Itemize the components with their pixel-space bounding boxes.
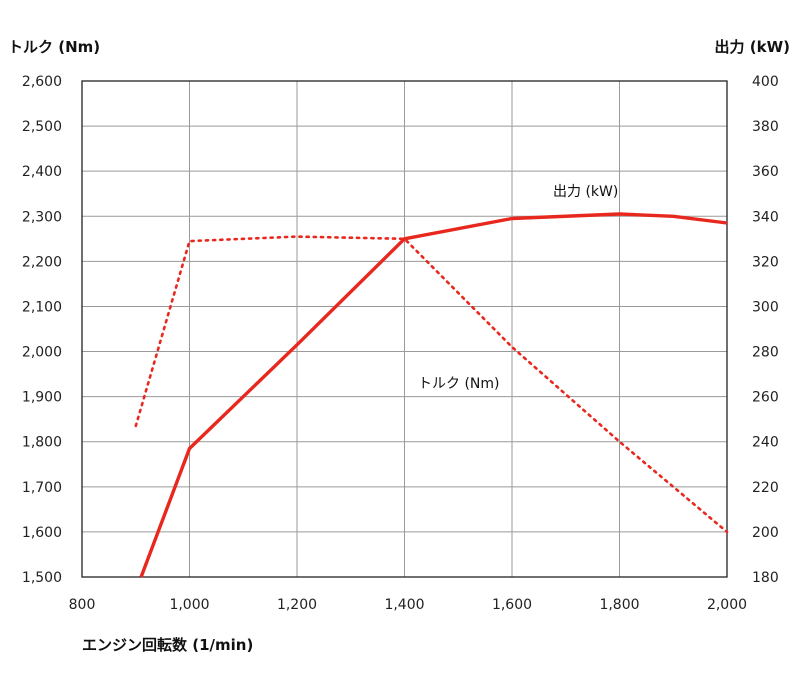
y-right-tick-label: 280	[752, 345, 779, 361]
grid-lines	[82, 81, 727, 577]
y-left-tick-label: 2,000	[22, 345, 62, 361]
y-right-tick-label: 260	[752, 390, 779, 406]
series-label-power: 出力 (kW)	[553, 184, 618, 200]
y-right-tick-label: 400	[752, 74, 779, 90]
y-left-tick-label: 2,200	[22, 254, 62, 270]
right-axis-title: 出力 (kW)	[715, 38, 790, 56]
plot-frame	[81, 80, 728, 578]
y-right-tick-label: 300	[752, 299, 779, 315]
y-left-tick-label: 1,900	[22, 390, 62, 406]
y-left-tick-label: 1,500	[22, 570, 62, 586]
left-axis-title: トルク (Nm)	[8, 38, 100, 56]
y-right-tick-label: 380	[752, 119, 779, 135]
y-left-tick-label: 1,700	[22, 480, 62, 496]
series-label-torque: トルク (Nm)	[418, 376, 499, 392]
y-right-tick-label: 340	[752, 209, 779, 225]
y-left-tick-label: 1,600	[22, 525, 62, 541]
y-right-tick-label: 360	[752, 164, 779, 180]
x-tick-label: 800	[69, 597, 96, 613]
y-left-tick-label: 2,300	[22, 209, 62, 225]
y-right-tick-label: 240	[752, 435, 779, 451]
x-tick-label: 1,600	[492, 597, 532, 613]
x-tick-label: 1,200	[277, 597, 317, 613]
x-axis-title: エンジン回転数 (1/min)	[82, 636, 253, 654]
y-left-tick-label: 2,500	[22, 119, 62, 135]
power-line	[139, 212, 728, 578]
y-right-tick-label: 320	[752, 254, 779, 270]
x-tick-label: 1,400	[384, 597, 424, 613]
x-tick-label: 1,800	[599, 597, 639, 613]
series-lines	[134, 212, 729, 578]
tick-labels: 800 1,000 1,200 1,400 1,600 1,800 2,000 1,500 1,…	[22, 74, 779, 613]
x-tick-label: 2,000	[707, 597, 747, 613]
y-left-tick-label: 2,600	[22, 74, 62, 90]
x-tick-label: 1,000	[169, 597, 209, 613]
y-left-tick-label: 2,400	[22, 164, 62, 180]
y-right-tick-label: 220	[752, 480, 779, 496]
y-left-tick-label: 2,100	[22, 299, 62, 315]
y-left-tick-label: 1,800	[22, 435, 62, 451]
y-right-tick-label: 200	[752, 525, 779, 541]
y-right-tick-label: 180	[752, 570, 779, 586]
